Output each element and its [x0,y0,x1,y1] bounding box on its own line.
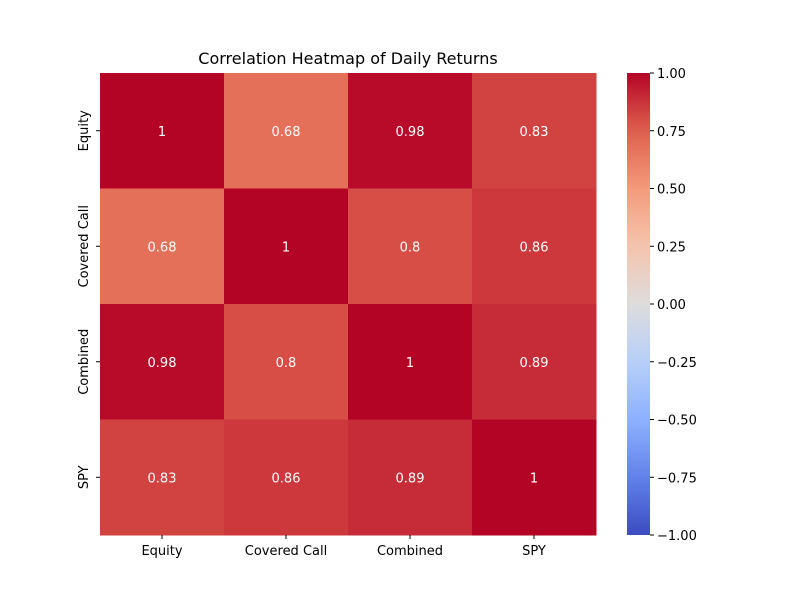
colorbar-ticks: 1.00 0.75 0.50 0.25 0.00 −0.25 −0.50 −0.75 −1.00 [650,67,697,544]
colorbar-tick-label: 0.00 [657,298,686,313]
heatmap-cell [100,188,225,305]
cell-annotation: 0.68 [272,125,301,140]
y-tick-label: Combined [77,329,92,395]
heatmap-cell [100,304,225,420]
colorbar-tick-label: −0.75 [657,471,697,486]
heatmap-cells [100,73,597,536]
cell-annotation: 0.83 [520,125,549,140]
cell-annotation: 0.98 [148,356,177,371]
colorbar-tick-label: −1.00 [657,529,697,544]
y-tick-label: Equity [77,110,92,151]
y-axis-ticks: Equity Covered Call Combined SPY [77,110,100,489]
colorbar-tick-label: −0.25 [657,356,697,371]
cell-annotation: 1 [282,240,290,255]
heatmap-cell [224,304,349,420]
heatmap-cell [348,73,473,189]
colorbar-tick-label: 0.50 [657,183,686,198]
colorbar [627,73,650,535]
x-axis-ticks: Equity Covered Call Combined SPY [141,535,546,559]
heatmap-cell [472,73,597,189]
heatmap-cell [472,419,597,536]
cell-annotation: 1 [406,356,414,371]
colorbar-tick-label: 0.25 [657,240,686,255]
cell-annotation: 1 [158,125,166,140]
cell-annotation: 0.8 [400,240,421,255]
cell-annotation: 0.83 [148,471,177,486]
heatmap-cell [472,188,597,305]
x-tick-label: Combined [377,544,443,559]
heatmap-cell [224,73,349,189]
x-tick-label: Covered Call [245,544,327,559]
colorbar-tick-label: 1.00 [657,67,686,82]
heatmap-cell [224,188,349,305]
x-tick-label: SPY [522,544,546,559]
heatmap-cell [100,419,225,536]
heatmap-cell [348,419,473,536]
cell-annotation: 0.89 [396,471,425,486]
heatmap-cell [224,419,349,536]
heatmap-cell [472,304,597,420]
colorbar-tick-label: 0.75 [657,125,686,140]
heatmap-cell [348,304,473,420]
cell-annotation: 0.98 [396,125,425,140]
y-tick-label: SPY [77,465,92,489]
cell-annotations: 1 0.68 0.98 0.83 0.68 1 0.8 0.86 0.98 0.8 1 0.89 0.8… [148,125,549,487]
cell-annotation: 0.86 [272,471,301,486]
chart-title: Correlation Heatmap of Daily Returns [198,49,497,68]
cell-annotation: 1 [530,471,538,486]
cell-annotation: 0.86 [520,240,549,255]
y-tick-label: Covered Call [77,205,92,287]
colorbar-tick-label: −0.50 [657,414,697,429]
x-tick-label: Equity [141,544,182,559]
cell-annotation: 0.8 [276,356,297,371]
heatmap-cell [348,188,473,305]
heatmap-cell [100,73,225,189]
cell-annotation: 0.89 [520,356,549,371]
cell-annotation: 0.68 [148,240,177,255]
